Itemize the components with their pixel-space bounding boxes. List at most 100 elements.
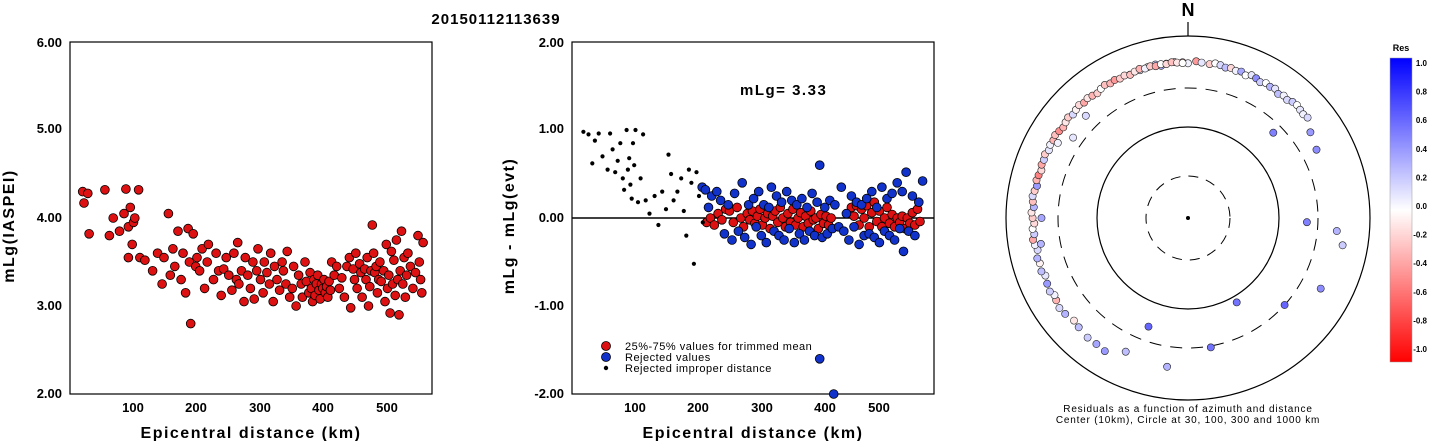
data-point: [696, 193, 702, 199]
data-point: [635, 200, 641, 205]
station-point: [1332, 227, 1341, 235]
data-point: [641, 132, 646, 137]
data-point: [416, 287, 427, 298]
data-point: [173, 226, 183, 237]
station-point: [1316, 284, 1325, 293]
data-point: [334, 283, 345, 294]
x-axis-label: Epicentral distance (km): [141, 425, 362, 441]
data-point: [874, 237, 885, 248]
data-point: [159, 252, 169, 263]
data-point: [844, 235, 854, 245]
data-point: [866, 186, 877, 197]
data-point: [119, 208, 129, 219]
data-point: [100, 185, 110, 195]
data-point: [586, 132, 591, 137]
data-point: [157, 279, 167, 289]
data-point: [694, 170, 699, 175]
data-point: [630, 141, 636, 146]
data-point: [826, 213, 836, 223]
colorbar-gradient: [1389, 57, 1413, 363]
data-point: [915, 216, 925, 227]
station-point: [1100, 347, 1109, 355]
data-point: [375, 257, 385, 267]
data-point: [700, 220, 705, 225]
data-point: [218, 264, 229, 274]
ring-300km: [1057, 87, 1319, 349]
data-point: [258, 287, 268, 298]
data-point: [624, 127, 629, 133]
x-tick-label: 400: [814, 400, 836, 415]
data-point: [814, 160, 825, 171]
data-point: [849, 222, 859, 232]
y-axis-label: mLg - mLg(evt): [501, 158, 518, 295]
data-point: [638, 176, 643, 181]
x-tick-label: 100: [122, 400, 144, 415]
data-point: [797, 193, 807, 204]
data-point: [104, 230, 115, 241]
y-tick-labels: 2.00 3.00 4.00 5.00 6.00: [37, 35, 62, 401]
data-point: [239, 296, 249, 307]
ring-30km: [1145, 175, 1231, 261]
data-point: [216, 290, 227, 301]
colorbar-tick-label: 0.4: [1416, 145, 1428, 154]
legend: 25%-75% values for trimmed mean Rejected…: [601, 341, 812, 375]
data-point: [381, 239, 392, 250]
station-point: [1070, 316, 1078, 325]
figure-title: 20150112113639: [431, 11, 560, 28]
panel-mlg-residual: -2.00 -1.00 0.00 1.00 2.00 100 200 300 4…: [501, 35, 935, 442]
station-point: [1045, 287, 1054, 296]
data-point: [910, 230, 920, 241]
data-point: [764, 202, 774, 213]
x-axis-label: Epicentral distance (km): [643, 425, 864, 441]
data-point: [723, 200, 733, 210]
data-point: [168, 244, 178, 254]
data-point: [590, 161, 595, 166]
station-point: [1144, 322, 1153, 331]
data-point: [675, 189, 680, 194]
data-point: [397, 279, 408, 289]
station-point: [1074, 323, 1083, 332]
data-point: [251, 265, 262, 276]
x-tick-label: 500: [376, 400, 398, 415]
colorbar: Res 1.0 0.8 0.6 0.4 0.2 0.0 -0.2 -0.4 -0.6 -0.8 -1…: [1389, 43, 1428, 363]
station-point: [1303, 113, 1312, 122]
panel-mlg-iaspei: 2.00 3.00 4.00 5.00 6.00 100 200 300 400…: [1, 35, 433, 442]
data-point: [625, 167, 631, 172]
station-point: [1206, 343, 1215, 352]
data-point: [325, 285, 336, 296]
colorbar-title: Res: [1393, 43, 1410, 53]
station-point: [1069, 133, 1077, 142]
data-point: [83, 188, 93, 199]
y-tick-labels: -2.00 -1.00 0.00 1.00 2.00: [534, 35, 564, 401]
data-point: [165, 270, 176, 281]
colorbar-tick-label: -1.0: [1413, 345, 1427, 354]
data-point: [221, 252, 232, 263]
data-point: [715, 195, 726, 206]
data-point: [828, 389, 839, 399]
data-point: [686, 167, 692, 172]
data-point: [243, 270, 253, 281]
station-point: [1306, 128, 1315, 137]
data-point: [293, 270, 304, 281]
legend-label: 25%-75% values for trimmed mean: [625, 341, 812, 353]
data-point: [339, 292, 350, 303]
data-point: [610, 147, 615, 152]
data-point: [877, 182, 887, 193]
legend-label: Rejected values: [625, 352, 711, 364]
data-point: [613, 170, 618, 175]
data-point: [743, 200, 754, 210]
station-point: [1055, 304, 1064, 312]
y-tick-label: -2.00: [534, 386, 564, 401]
data-point: [669, 171, 674, 177]
station-point: [1083, 333, 1092, 342]
data-point: [671, 198, 676, 203]
caption-line-2: Center (10km), Circle at 30, 100, 300 an…: [1056, 415, 1320, 426]
x-tick-labels: 100 200 300 400 500: [122, 400, 398, 415]
data-point: [761, 237, 772, 248]
data-point: [389, 255, 399, 266]
colorbar-tick-label: 0.2: [1416, 173, 1428, 182]
station-point: [1053, 138, 1062, 147]
data-point: [807, 188, 817, 199]
data-point: [838, 226, 849, 237]
data-point: [147, 265, 158, 276]
